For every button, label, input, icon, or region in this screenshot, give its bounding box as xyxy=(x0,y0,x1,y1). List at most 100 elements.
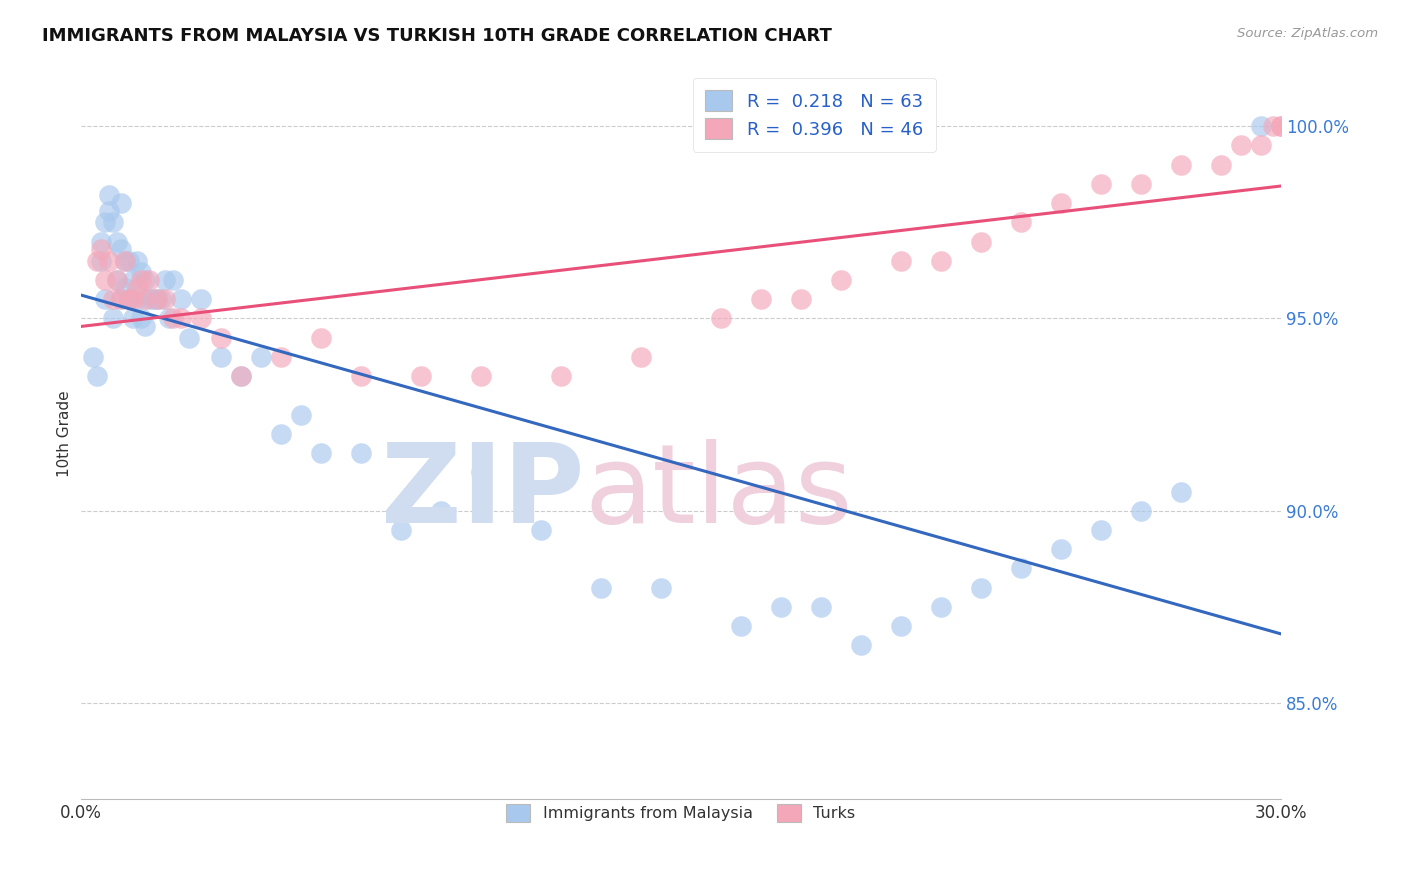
Point xyxy=(117,253,139,268)
Point xyxy=(125,292,148,306)
Point xyxy=(114,253,136,268)
Point xyxy=(650,581,672,595)
Point xyxy=(162,273,184,287)
Point xyxy=(710,311,733,326)
Point xyxy=(134,292,156,306)
Point xyxy=(157,311,180,326)
Point xyxy=(134,273,156,287)
Point xyxy=(89,242,111,256)
Point xyxy=(530,523,553,537)
Text: atlas: atlas xyxy=(585,439,853,546)
Point xyxy=(138,273,160,287)
Point xyxy=(145,292,167,306)
Point xyxy=(790,292,813,306)
Point xyxy=(1209,158,1232,172)
Point xyxy=(470,465,492,479)
Point xyxy=(1010,215,1032,229)
Point xyxy=(93,273,115,287)
Text: Source: ZipAtlas.com: Source: ZipAtlas.com xyxy=(1237,27,1378,40)
Point xyxy=(190,292,212,306)
Point xyxy=(309,446,332,460)
Point xyxy=(138,292,160,306)
Point xyxy=(229,369,252,384)
Point xyxy=(769,599,792,614)
Point xyxy=(110,196,132,211)
Point xyxy=(1090,523,1112,537)
Point xyxy=(121,292,143,306)
Point xyxy=(1250,138,1272,153)
Point xyxy=(1250,119,1272,133)
Point xyxy=(153,292,176,306)
Point xyxy=(149,292,172,306)
Point xyxy=(730,619,752,633)
Point xyxy=(1010,561,1032,575)
Point xyxy=(550,369,572,384)
Point xyxy=(249,350,271,364)
Point xyxy=(129,273,152,287)
Point xyxy=(970,581,993,595)
Point xyxy=(117,292,139,306)
Point xyxy=(105,273,128,287)
Legend: Immigrants from Malaysia, Turks: Immigrants from Malaysia, Turks xyxy=(494,791,869,835)
Point xyxy=(97,203,120,218)
Point xyxy=(1129,504,1152,518)
Point xyxy=(589,581,612,595)
Point xyxy=(190,311,212,326)
Point xyxy=(890,619,912,633)
Point xyxy=(141,292,163,306)
Point xyxy=(86,369,108,384)
Point xyxy=(105,273,128,287)
Point xyxy=(169,311,191,326)
Point xyxy=(101,215,124,229)
Point xyxy=(89,253,111,268)
Point xyxy=(93,215,115,229)
Point xyxy=(209,331,232,345)
Point xyxy=(1261,119,1284,133)
Point xyxy=(129,265,152,279)
Text: ZIP: ZIP xyxy=(381,439,585,546)
Point xyxy=(1050,196,1073,211)
Point xyxy=(970,235,993,249)
Point xyxy=(129,311,152,326)
Point xyxy=(830,273,852,287)
Point xyxy=(125,253,148,268)
Y-axis label: 10th Grade: 10th Grade xyxy=(58,391,72,477)
Point xyxy=(849,638,872,652)
Point xyxy=(89,235,111,249)
Point xyxy=(409,369,432,384)
Point xyxy=(134,319,156,334)
Point xyxy=(110,292,132,306)
Point xyxy=(82,350,104,364)
Point xyxy=(429,504,451,518)
Point xyxy=(93,292,115,306)
Point xyxy=(177,331,200,345)
Point xyxy=(162,311,184,326)
Point xyxy=(114,281,136,295)
Point xyxy=(1230,138,1253,153)
Point xyxy=(125,281,148,295)
Point xyxy=(270,350,292,364)
Point xyxy=(290,408,312,422)
Point xyxy=(121,273,143,287)
Point xyxy=(105,235,128,249)
Point xyxy=(270,426,292,441)
Point xyxy=(114,253,136,268)
Point xyxy=(153,273,176,287)
Point xyxy=(1090,177,1112,191)
Point xyxy=(209,350,232,364)
Point xyxy=(1270,119,1292,133)
Point xyxy=(97,188,120,202)
Point xyxy=(229,369,252,384)
Point xyxy=(145,292,167,306)
Point xyxy=(117,292,139,306)
Point xyxy=(101,311,124,326)
Point xyxy=(309,331,332,345)
Point xyxy=(1170,484,1192,499)
Point xyxy=(630,350,652,364)
Point xyxy=(929,253,952,268)
Point xyxy=(349,369,371,384)
Point xyxy=(1270,119,1292,133)
Point xyxy=(470,369,492,384)
Point xyxy=(101,292,124,306)
Point xyxy=(169,292,191,306)
